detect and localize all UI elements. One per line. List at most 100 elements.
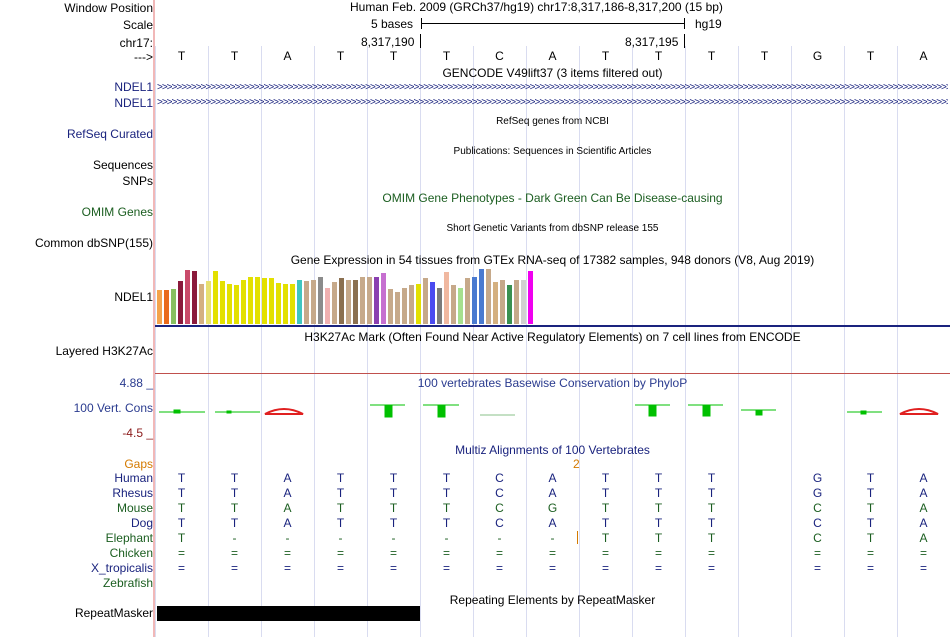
gencode-track-title[interactable]: GENCODE V49lift37 (3 items filtered out) <box>442 66 663 80</box>
dbsnp-track-title[interactable]: Short Genetic Variants from dbSNP releas… <box>446 223 659 234</box>
gtex-tissue-bar[interactable] <box>493 282 498 324</box>
gencode-gene-feature-2[interactable]: >>>>>>>>>>>>>>>>>>>>>>>>>>>>>>>>>>>>>>>>… <box>157 98 948 108</box>
alignment-base: = <box>919 561 927 575</box>
alignment-base: T <box>389 486 398 500</box>
gtex-tissue-bar[interactable] <box>269 278 274 324</box>
gtex-tissue-bar[interactable] <box>206 281 211 324</box>
refseq-track-label[interactable]: RefSeq Curated <box>66 127 153 141</box>
gtex-tissue-bar[interactable] <box>528 271 533 324</box>
gtex-tissue-bar[interactable] <box>262 278 267 324</box>
gtex-tissue-bar[interactable] <box>360 277 365 324</box>
gtex-tissue-bar[interactable] <box>486 269 491 324</box>
gtex-tissue-bar[interactable] <box>395 292 400 324</box>
conservation-track-title[interactable]: 100 vertebrates Basewise Conservation by… <box>417 376 688 390</box>
gtex-tissue-bar[interactable] <box>297 280 302 324</box>
alignment-base: C <box>495 501 504 515</box>
gtex-tissue-bar[interactable] <box>255 277 260 324</box>
gencode-gene-label-2[interactable]: NDEL1 <box>114 96 153 110</box>
omim-track-label[interactable]: OMIM Genes <box>81 205 153 219</box>
alignment-base: T <box>707 531 716 545</box>
gtex-tissue-bar[interactable] <box>346 280 351 324</box>
snps-track-label[interactable]: SNPs <box>122 174 153 188</box>
gtex-tissue-bar[interactable] <box>178 281 183 324</box>
species-label[interactable]: Mouse <box>116 501 153 515</box>
gtex-tissue-bar[interactable] <box>367 277 372 324</box>
gtex-tissue-bar[interactable] <box>332 282 337 324</box>
species-label[interactable]: Zebrafish <box>102 576 153 590</box>
species-label[interactable]: Rhesus <box>112 486 153 500</box>
gtex-tissue-bar[interactable] <box>248 277 253 324</box>
publications-track-title[interactable]: Publications: Sequences in Scientific Ar… <box>453 146 652 157</box>
repeatmasker-track-label[interactable]: RepeatMasker <box>74 606 153 620</box>
alignment-base: A <box>919 486 928 500</box>
gtex-tissue-bar[interactable] <box>157 290 162 324</box>
multiz-track-title[interactable]: Multiz Alignments of 100 Vertebrates <box>455 443 650 457</box>
gtex-tissue-bar[interactable] <box>388 289 393 324</box>
gtex-tissue-bar[interactable] <box>381 273 386 324</box>
sequences-track-label[interactable]: Sequences <box>92 158 153 172</box>
gtex-tissue-bar[interactable] <box>199 284 204 324</box>
gtex-tissue-bar[interactable] <box>164 290 169 324</box>
gtex-tissue-bar[interactable] <box>409 285 414 324</box>
gtex-tissue-bar[interactable] <box>304 281 309 324</box>
gtex-track-title[interactable]: Gene Expression in 54 tissues from GTEx … <box>290 253 815 267</box>
species-label[interactable]: Dog <box>130 516 153 530</box>
gtex-tissue-bar[interactable] <box>318 277 323 324</box>
species-label[interactable]: X_tropicalis <box>90 561 153 575</box>
gtex-tissue-bar[interactable] <box>290 284 295 324</box>
gtex-tissue-bar[interactable] <box>283 284 288 324</box>
gtex-tissue-bar[interactable] <box>514 280 519 324</box>
alignment-base: = <box>230 546 238 560</box>
alignment-base: = <box>283 546 291 560</box>
gtex-tissue-bar[interactable] <box>472 277 477 324</box>
gtex-gene-label[interactable]: NDEL1 <box>114 290 153 304</box>
gtex-tissue-bar[interactable] <box>374 277 379 324</box>
gtex-tissue-bar[interactable] <box>479 269 484 324</box>
gtex-tissue-bar[interactable] <box>458 288 463 324</box>
gtex-tissue-bar[interactable] <box>430 282 435 324</box>
gtex-tissue-bar[interactable] <box>220 281 225 324</box>
alignment-base: T <box>336 501 345 515</box>
alignment-base: T <box>442 471 451 485</box>
repeatmasker-element[interactable] <box>157 606 420 621</box>
gtex-tissue-bar[interactable] <box>444 272 449 324</box>
gtex-tissue-bar[interactable] <box>416 284 421 324</box>
gtex-tissue-bar[interactable] <box>500 280 505 324</box>
gtex-tissue-bar[interactable] <box>234 285 239 324</box>
gencode-gene-label-1[interactable]: NDEL1 <box>114 80 153 94</box>
alignment-base: A <box>283 486 292 500</box>
species-label[interactable]: Human <box>114 471 153 485</box>
h3k27ac-track-title[interactable]: H3K27Ac Mark (Often Found Near Active Re… <box>304 330 801 344</box>
gtex-tissue-bar[interactable] <box>213 271 218 324</box>
gtex-tissue-bar[interactable] <box>185 270 190 324</box>
omim-track-title[interactable]: OMIM Gene Phenotypes - Dark Green Can Be… <box>382 191 723 205</box>
gtex-tissue-bar[interactable] <box>521 280 526 324</box>
alignment-base: T <box>866 486 875 500</box>
gtex-tissue-bar[interactable] <box>402 288 407 324</box>
gtex-tissue-bar[interactable] <box>353 280 358 324</box>
gtex-tissue-bar[interactable] <box>241 280 246 324</box>
refseq-track-title[interactable]: RefSeq genes from NCBI <box>496 116 609 127</box>
h3k27ac-track-label[interactable]: Layered H3K27Ac <box>55 344 153 358</box>
gtex-tissue-bar[interactable] <box>325 288 330 324</box>
gtex-expression-bars[interactable] <box>157 269 537 324</box>
repeatmasker-track-title[interactable]: Repeating Elements by RepeatMasker <box>449 593 656 607</box>
gtex-tissue-bar[interactable] <box>423 278 428 324</box>
gtex-tissue-bar[interactable] <box>227 284 232 324</box>
gencode-gene-feature-1[interactable]: >>>>>>>>>>>>>>>>>>>>>>>>>>>>>>>>>>>>>>>>… <box>157 83 948 93</box>
gtex-tissue-bar[interactable] <box>437 288 442 324</box>
gtex-tissue-bar[interactable] <box>339 278 344 324</box>
gtex-tissue-bar[interactable] <box>171 289 176 324</box>
species-label[interactable]: Elephant <box>105 531 153 545</box>
conservation-plot[interactable] <box>155 398 950 422</box>
alignment-base: T <box>866 471 875 485</box>
gtex-tissue-bar[interactable] <box>276 283 281 324</box>
species-label[interactable]: Chicken <box>109 546 153 560</box>
gtex-tissue-bar[interactable] <box>451 285 456 324</box>
gtex-tissue-bar[interactable] <box>311 280 316 324</box>
dbsnp-track-label[interactable]: Common dbSNP(155) <box>34 236 153 250</box>
gtex-tissue-bar[interactable] <box>507 285 512 324</box>
gtex-tissue-bar[interactable] <box>192 271 197 324</box>
gtex-tissue-bar[interactable] <box>465 278 470 324</box>
conservation-track-label[interactable]: 100 Vert. Cons <box>73 401 153 415</box>
